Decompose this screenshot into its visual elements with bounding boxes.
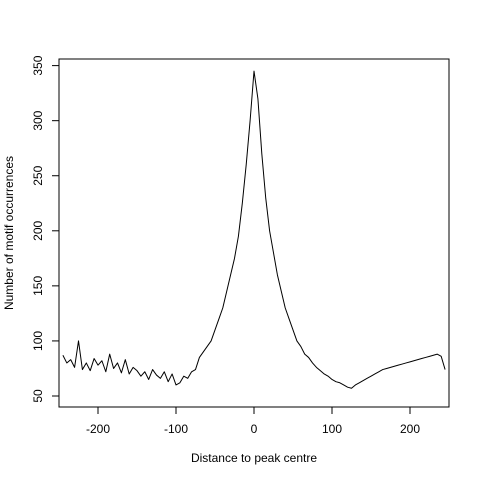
y-axis-title: Number of motif occurrences (2, 156, 16, 310)
x-axis: -200 -100 0 100 200 (86, 407, 420, 436)
x-tick-label: 100 (322, 422, 342, 436)
y-tick-label: 150 (31, 276, 45, 296)
y-tick-label: 250 (31, 165, 45, 185)
plot-frame (58, 58, 450, 408)
y-axis: 50 100 150 200 250 300 350 (31, 55, 59, 403)
y-tick-label: 300 (31, 110, 45, 130)
x-axis-title: Distance to peak centre (191, 451, 317, 465)
y-tick-label: 100 (31, 331, 45, 351)
y-tick-label: 50 (31, 389, 45, 403)
x-tick-label: 0 (251, 422, 258, 436)
y-tick-label: 350 (31, 55, 45, 75)
x-tick-label: 200 (400, 422, 420, 436)
series-line (62, 70, 446, 389)
x-tick-label: -200 (86, 422, 110, 436)
x-tick-label: -100 (164, 422, 188, 436)
y-tick-label: 200 (31, 220, 45, 240)
